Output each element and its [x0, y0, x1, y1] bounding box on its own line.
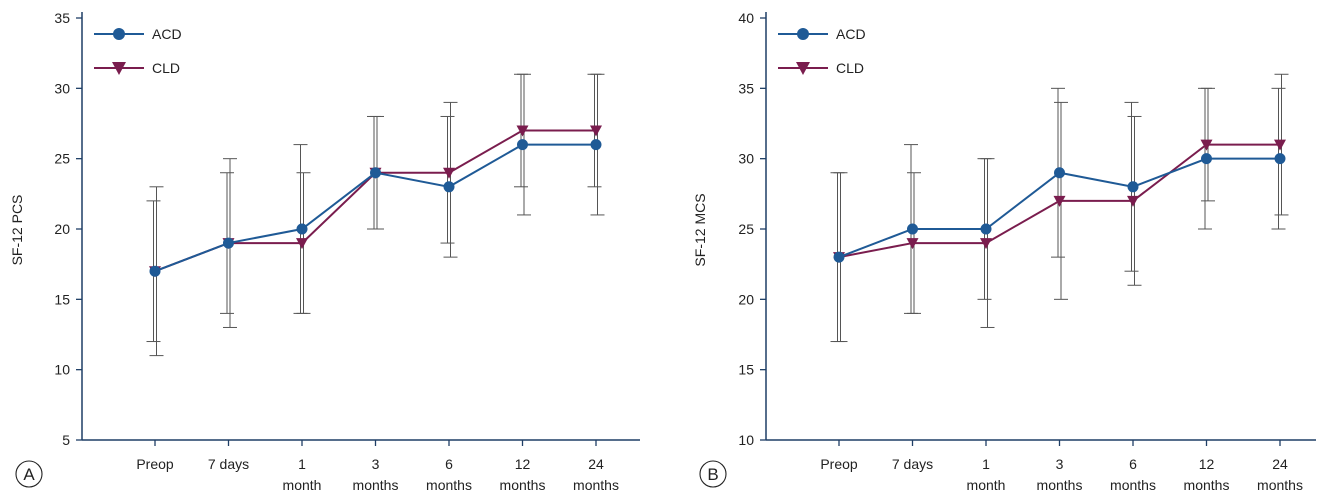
data-point-cld: [296, 238, 308, 250]
y-tick-label: 15: [738, 362, 754, 378]
x-tick-label: 6: [1129, 456, 1137, 472]
series-line-acd: [154, 143, 596, 273]
data-point-acd: [223, 237, 234, 249]
y-axis-title: SF-12 MCS: [692, 193, 708, 266]
panel-label: A: [23, 465, 35, 484]
y-tick-label: 30: [738, 151, 754, 167]
x-tick-label: 1: [982, 456, 990, 472]
x-tick-label: 24: [588, 456, 604, 472]
legend-marker-acd: [113, 28, 125, 40]
y-tick-label: 35: [738, 80, 754, 96]
x-tick-label: months: [426, 477, 472, 493]
x-tick-label: months: [1184, 477, 1230, 493]
panel-label: B: [707, 465, 718, 484]
data-point-acd: [980, 223, 992, 235]
x-tick-label: Preop: [820, 456, 858, 472]
y-tick-label: 10: [738, 432, 754, 448]
data-point-cld: [906, 238, 919, 250]
data-point-cld: [1274, 139, 1286, 151]
data-point-acd: [296, 223, 308, 235]
x-tick-label: 7 days: [208, 456, 249, 472]
chart-panel-a: 5 10 15 20 25 30 35 SF-12 PCS Preop 7 days 1 month 3…: [9, 10, 640, 493]
x-tick-label: 12: [1199, 456, 1215, 472]
x-tick-label: Preop: [136, 456, 174, 472]
y-tick-label: 30: [54, 80, 70, 96]
x-tick-label: months: [573, 477, 619, 493]
x-tick-label: 6: [445, 456, 453, 472]
data-point-acd: [443, 181, 455, 193]
data-point-acd: [517, 139, 528, 151]
data-point-cld: [516, 125, 529, 137]
data-point-cld: [1127, 195, 1139, 207]
y-tick-label: 25: [54, 151, 70, 167]
x-tick-label: months: [1037, 477, 1083, 493]
y-tick-label: 20: [54, 221, 70, 237]
y-tick-label: 25: [738, 221, 754, 237]
data-point-acd: [1054, 167, 1065, 179]
data-point-cld: [443, 167, 455, 179]
x-tick-label: months: [1110, 477, 1156, 493]
x-tick-label: 7 days: [892, 456, 933, 472]
data-point-cld: [590, 125, 602, 137]
y-axis-title: SF-12 PCS: [9, 195, 25, 266]
data-point-acd: [1201, 153, 1212, 165]
data-point-acd: [1274, 153, 1286, 165]
y-tick-label: 40: [738, 10, 754, 26]
legend-label-cld: CLD: [836, 60, 864, 76]
panel-label-circle: [699, 460, 727, 488]
legend-marker-cld: [796, 62, 810, 75]
x-tick-label: 1: [298, 456, 306, 472]
chart-panel-b: 10 15 20 25 30 35 40 SF-12 MCS Preop 7 days 1 month…: [692, 10, 1316, 493]
x-tick-label: 3: [1056, 456, 1064, 472]
y-tick-label: 15: [54, 291, 70, 307]
x-tick-label: months: [500, 477, 546, 493]
legend-label-cld: CLD: [152, 60, 180, 76]
x-tick-label: 24: [1272, 456, 1288, 472]
data-point-cld: [1200, 139, 1213, 151]
legend-label-acd: ACD: [836, 26, 866, 42]
data-point-acd: [1127, 181, 1139, 193]
x-tick-label: 3: [372, 456, 380, 472]
series-line-cld: [154, 129, 596, 273]
data-point-acd: [590, 139, 602, 151]
legend-marker-acd: [797, 28, 809, 40]
data-point-cld: [980, 238, 992, 250]
data-point-acd: [907, 223, 918, 235]
y-tick-label: 20: [738, 291, 754, 307]
data-point-acd: [149, 265, 161, 277]
data-point-acd: [833, 251, 845, 263]
panel-label-circle: [15, 460, 43, 488]
x-tick-label: month: [967, 477, 1006, 493]
x-tick-label: months: [1257, 477, 1303, 493]
y-tick-label: 35: [54, 10, 70, 26]
legend-marker-cld: [112, 62, 126, 75]
legend-label-acd: ACD: [152, 26, 182, 42]
x-tick-label: months: [353, 477, 399, 493]
y-tick-label: 10: [54, 362, 70, 378]
data-point-cld: [1053, 195, 1066, 207]
y-tick-label: 5: [62, 432, 70, 448]
x-tick-label: month: [283, 477, 322, 493]
data-point-acd: [370, 167, 381, 179]
x-tick-label: 12: [515, 456, 531, 472]
